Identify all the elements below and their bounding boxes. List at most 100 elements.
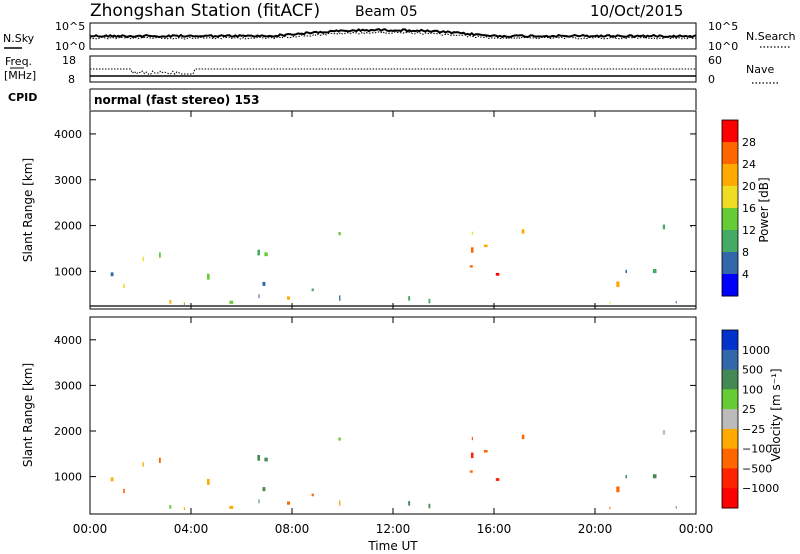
velocity-echo-cell [339, 500, 341, 506]
colorbar-tick-label: 4 [742, 268, 749, 281]
colorbar-swatch [722, 369, 738, 390]
colorbar-swatch [722, 389, 738, 410]
power-yaxis: 4000 3000 2000 1000 [54, 128, 696, 278]
power-echo-cell [675, 301, 677, 304]
noise-right-label: N.Search [746, 30, 796, 43]
colorbar-tick-label: 12 [742, 224, 756, 237]
velocity-echo-cell [183, 507, 185, 510]
colorbar-swatch [722, 142, 738, 165]
xtick-label: 00:00 [73, 522, 108, 536]
power-panel: 4000 3000 2000 1000 Slant Range [km] 28 24 20… [21, 110, 771, 310]
power-echo-cell [616, 281, 620, 288]
power-echo-cell [495, 272, 500, 276]
noise-right-tick-bottom: 10^0 [708, 40, 738, 53]
velocity-echo-cell [338, 437, 341, 441]
ytick-label: 1000 [54, 265, 82, 278]
colorbar-swatch [722, 349, 738, 371]
power-echo-cell [183, 302, 185, 305]
colorbar-tick-label: −1000 [742, 482, 779, 495]
noise-left-label: N.Sky [3, 32, 35, 45]
velocity-echo-cell [625, 475, 627, 479]
power-echo-cell [110, 272, 114, 277]
noise-sky-line [90, 28, 697, 39]
nave-tick-bottom: 0 [708, 73, 715, 86]
power-echo-cell [142, 256, 144, 262]
freq-tick-bottom: 8 [68, 73, 75, 86]
cpid-panel: CPID normal (fast stereo) 153 [8, 88, 697, 110]
velocity-echo-cell [469, 470, 473, 473]
cpid-label: CPID [8, 91, 37, 104]
power-colorbar-label: Power [dB] [757, 177, 771, 242]
power-echo-layer [110, 224, 692, 305]
velocity-echo-cell [690, 430, 692, 433]
velocity-echo-cell [207, 478, 210, 485]
velocity-echo-layer [110, 430, 692, 510]
power-echo-cell [338, 232, 341, 236]
xtick-label: 08:00 [275, 522, 310, 536]
power-echo-cell [690, 225, 692, 228]
power-echo-cell [207, 273, 210, 280]
velocity-echo-cell [495, 478, 500, 481]
velocity-echo-cell [169, 505, 172, 509]
colorbar-tick-label: −100 [742, 443, 772, 456]
colorbar-tick-label: 1000 [742, 344, 770, 357]
velocity-echo-cell [616, 486, 620, 493]
colorbar-tick-label: 25 [742, 403, 756, 416]
power-echo-cell [471, 231, 473, 235]
power-echo-cell [258, 294, 260, 299]
velocity-echo-cell [311, 493, 314, 497]
power-echo-cell [471, 247, 474, 253]
nave-label: Nave [746, 63, 774, 76]
colorbar-swatch [722, 120, 738, 143]
ytick-label: 4000 [54, 128, 82, 141]
freq-label-2: [MHz] [4, 69, 36, 82]
xtick-label: 00:00 [679, 522, 714, 536]
power-echo-cell [625, 269, 627, 274]
velocity-echo-cell [428, 503, 431, 509]
colorbar-tick-label: 24 [742, 158, 756, 171]
power-echo-cell [662, 224, 666, 230]
ytick-label: 3000 [54, 174, 82, 187]
power-ylabel: Slant Range [km] [21, 158, 35, 262]
velocity-echo-cell [258, 499, 260, 504]
velocity-echo-cell [287, 501, 290, 505]
ytick-label: 4000 [54, 334, 82, 347]
velocity-yaxis: 4000 3000 2000 1000 [54, 334, 696, 484]
colorbar-swatch [722, 186, 738, 209]
colorbar-tick-label: 28 [742, 136, 756, 149]
power-echo-cell [408, 296, 411, 301]
ytick-label: 2000 [54, 220, 82, 233]
nave-tick-top: 60 [708, 54, 722, 67]
colorbar-tick-label: 16 [742, 202, 756, 215]
velocity-echo-cell [123, 488, 125, 494]
power-echo-cell [609, 301, 611, 305]
power-echo-cell [264, 252, 268, 257]
velocity-echo-cell [609, 506, 611, 510]
colorbar-swatch [722, 488, 738, 509]
cpid-text: normal (fast stereo) 153 [94, 93, 260, 107]
velocity-colorbar-label: Velocity [m s⁻¹] [769, 368, 783, 461]
noise-panel: N.Sky 10^5 10^0 10^5 10^0 N.Search [3, 20, 796, 53]
velocity-echo-cell [142, 462, 144, 467]
velocity-echo-cell [471, 452, 474, 459]
velocity-echo-cell [483, 450, 488, 453]
velocity-colorbar: 1000 500 100 25 −25 −100 −500 −1000 [721, 329, 779, 509]
xtick-label: 16:00 [477, 522, 512, 536]
velocity-echo-cell [257, 455, 260, 461]
ytick-label: 1000 [54, 471, 82, 484]
colorbar-swatch [722, 428, 738, 450]
power-echo-cell [287, 296, 290, 300]
noise-left-tick-top: 10^5 [55, 20, 85, 33]
power-echo-cell [521, 229, 525, 234]
colorbar-swatch [722, 448, 738, 469]
noise-search-line [89, 30, 697, 40]
velocity-echo-cell [159, 457, 161, 463]
colorbar-swatch [722, 208, 738, 231]
colorbar-tick-label: 20 [742, 180, 756, 193]
power-echo-cell [123, 283, 125, 288]
power-echo-cell [428, 298, 431, 304]
velocity-echo-cell [471, 437, 473, 441]
power-echo-cell [262, 281, 266, 286]
velocity-panel: 4000 3000 2000 1000 Slant Range [km] 1000 50… [21, 316, 783, 515]
